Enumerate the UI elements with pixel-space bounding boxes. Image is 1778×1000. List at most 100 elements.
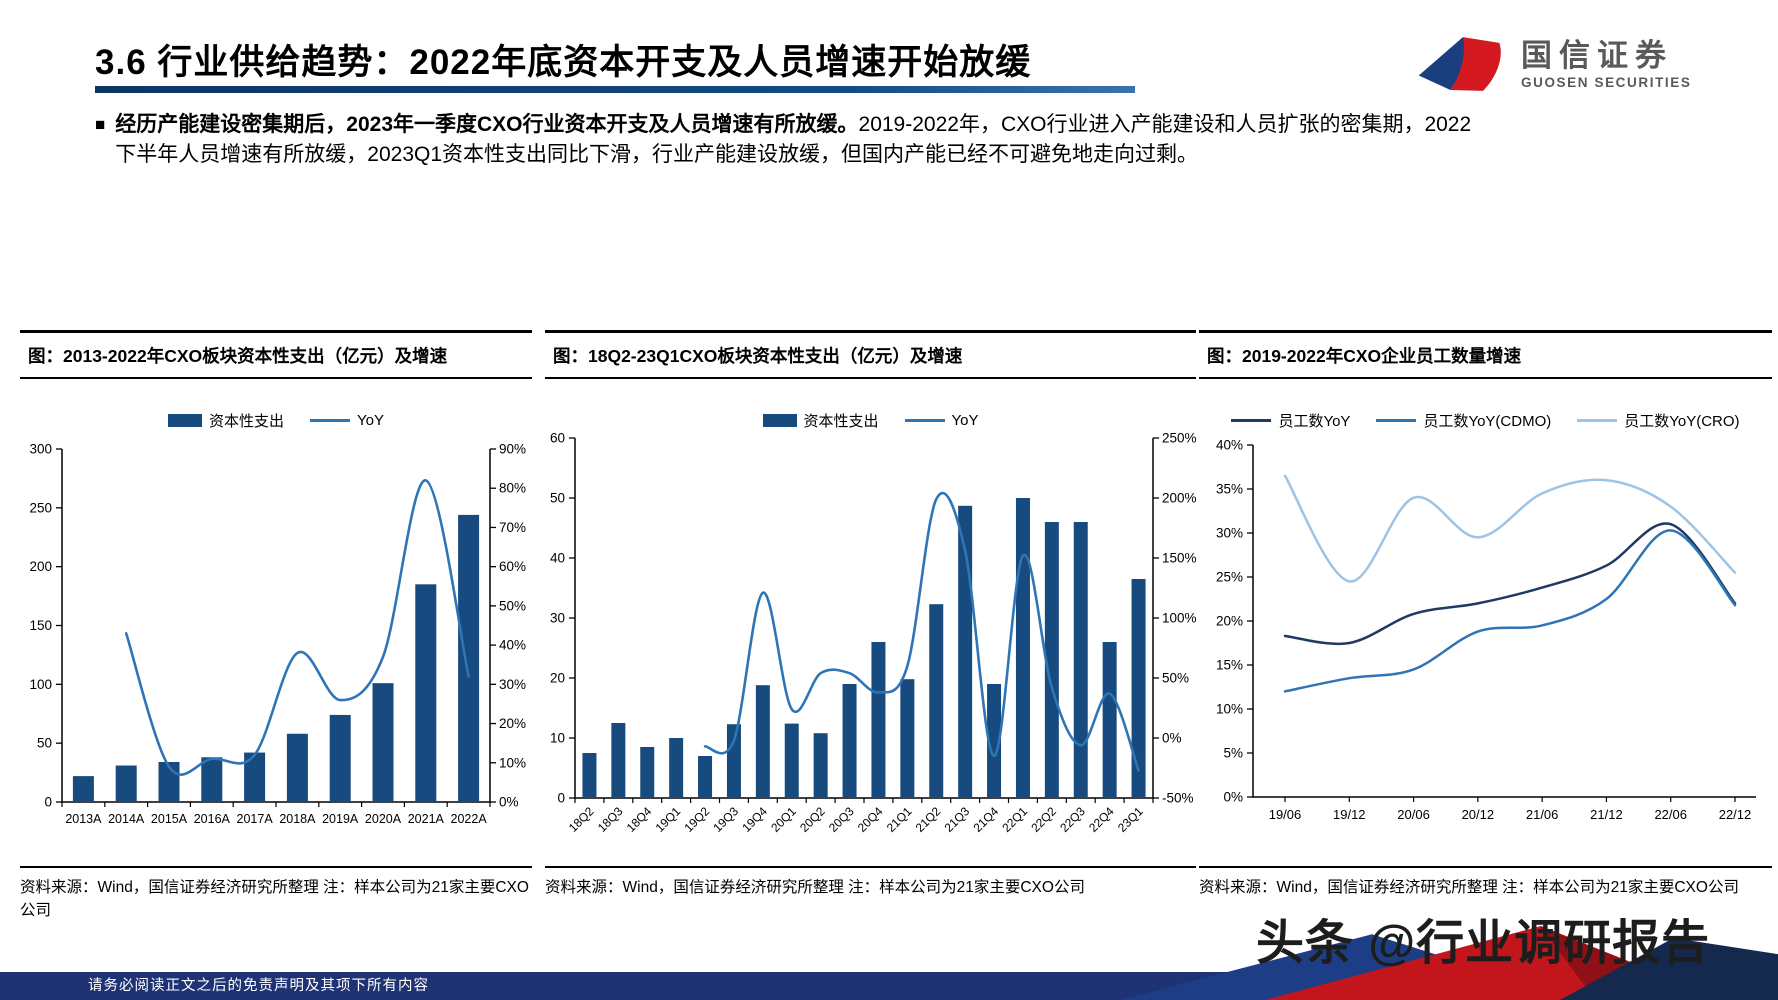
capex-annual-chart: 0 50 100 150 200 250 300 0% 10% 20% 30% 40% 50% 60% 70…: [29, 442, 526, 827]
legend-label: 资本性支出: [209, 413, 285, 430]
svg-text:10%: 10%: [499, 755, 526, 770]
legend-item: 员工数YoY: [1231, 410, 1350, 431]
svg-text:0%: 0%: [1162, 731, 1182, 746]
svg-text:200: 200: [29, 559, 52, 574]
title-underline-rule: [95, 86, 1135, 93]
svg-text:21Q4: 21Q4: [971, 804, 1002, 835]
capex-quarterly-chart: 0 10 20 30 40 50 60 -50% 0% 50% 100% 150% 200% 250% 18…: [550, 431, 1196, 835]
legend-item: YoY: [310, 412, 384, 429]
svg-text:250: 250: [29, 500, 52, 515]
guosen-logo-icon: [1418, 37, 1501, 91]
svg-text:35%: 35%: [1216, 482, 1243, 497]
legend-label: YoY: [357, 412, 384, 429]
legend-bar-swatch-icon: [168, 414, 202, 427]
legend-label: 员工数YoY: [1278, 413, 1351, 430]
svg-text:21/06: 21/06: [1526, 807, 1559, 822]
svg-text:0%: 0%: [1223, 790, 1243, 805]
svg-text:2016A: 2016A: [194, 812, 231, 826]
svg-text:40%: 40%: [1216, 438, 1243, 453]
brand-name-cn: 国信证券: [1521, 37, 1673, 73]
svg-text:15%: 15%: [1216, 658, 1243, 673]
svg-text:22Q1: 22Q1: [999, 804, 1030, 835]
svg-text:90%: 90%: [499, 442, 526, 457]
svg-text:22/12: 22/12: [1719, 807, 1752, 822]
svg-text:-50%: -50%: [1162, 791, 1194, 806]
chart-legend: 员工数YoY 员工数YoY(CDMO) 员工数YoY(CRO): [1199, 410, 1772, 431]
svg-text:2017A: 2017A: [237, 812, 274, 826]
chart-panel-headcount: 图：2019-2022年CXO企业员工数量增速 员工数YoY 员工数YoY(CDM…: [1199, 330, 1772, 936]
brand-logo-text: 国信证券 GUOSEN SECURITIES: [1521, 37, 1692, 91]
svg-text:20Q4: 20Q4: [855, 804, 886, 835]
svg-text:20/06: 20/06: [1397, 807, 1430, 822]
svg-text:19/06: 19/06: [1269, 807, 1302, 822]
svg-text:21Q3: 21Q3: [942, 804, 973, 835]
legend-line-swatch-icon: [310, 419, 351, 422]
chart-legend: 资本性支出 YoY: [20, 410, 532, 431]
legend-line-swatch-icon: [1231, 419, 1272, 422]
svg-text:19Q2: 19Q2: [682, 804, 713, 835]
chart-source-note: 资料来源：Wind，国信证券经济研究所整理 注：样本公司为21家主要CXO公司: [20, 866, 532, 923]
legend-item: YoY: [904, 412, 979, 429]
legend-item: 员工数YoY(CRO): [1577, 410, 1740, 431]
svg-text:50%: 50%: [499, 598, 526, 613]
legend-label: YoY: [951, 412, 979, 429]
chart-panel-capex-annual: 图：2013-2022年CXO板块资本性支出（亿元）及增速 资本性支出 YoY 0…: [20, 330, 532, 936]
chart-source-note: 资料来源：Wind，国信证券经济研究所整理 注：样本公司为21家主要CXO公司: [1199, 866, 1772, 899]
svg-text:60: 60: [550, 431, 565, 446]
svg-text:20%: 20%: [1216, 614, 1243, 629]
svg-text:30%: 30%: [499, 677, 526, 692]
svg-text:25%: 25%: [1216, 570, 1243, 585]
svg-text:21Q1: 21Q1: [884, 804, 915, 835]
watermark-text: 头条 @行业调研报告: [1256, 917, 1711, 970]
svg-text:2013A: 2013A: [65, 812, 102, 826]
legend-item: 资本性支出: [762, 410, 879, 431]
svg-text:70%: 70%: [499, 520, 526, 535]
svg-text:22Q4: 22Q4: [1086, 804, 1117, 835]
svg-text:2014A: 2014A: [108, 812, 145, 826]
svg-text:22/06: 22/06: [1654, 807, 1687, 822]
svg-text:50: 50: [37, 736, 52, 751]
svg-text:0%: 0%: [499, 795, 519, 810]
svg-text:60%: 60%: [499, 559, 526, 574]
chart-source-note: 资料来源：Wind，国信证券经济研究所整理 注：样本公司为21家主要CXO公司: [545, 866, 1196, 899]
brand-name-en: GUOSEN SECURITIES: [1521, 75, 1692, 91]
bullet-square-icon: ■: [95, 115, 106, 134]
svg-text:10: 10: [550, 731, 565, 746]
svg-text:10%: 10%: [1216, 702, 1243, 717]
svg-text:250%: 250%: [1162, 431, 1196, 446]
svg-text:2018A: 2018A: [279, 812, 316, 826]
bullet-text-bold: 经历产能建设密集期后，2023年一季度CXO行业资本开支及人员增速有所放缓。: [115, 113, 859, 136]
svg-text:40: 40: [550, 551, 565, 566]
svg-text:20Q1: 20Q1: [768, 804, 799, 835]
svg-text:40%: 40%: [499, 638, 526, 653]
svg-text:50: 50: [550, 491, 565, 506]
legend-label: 员工数YoY(CRO): [1624, 413, 1740, 430]
chart-title: 图：18Q2-23Q1CXO板块资本性支出（亿元）及增速: [545, 330, 1196, 379]
legend-line-swatch-icon: [1376, 419, 1417, 422]
svg-text:20%: 20%: [499, 716, 526, 731]
svg-text:18Q4: 18Q4: [624, 804, 655, 835]
svg-text:300: 300: [29, 442, 52, 457]
svg-text:23Q1: 23Q1: [1115, 804, 1146, 835]
svg-text:20/12: 20/12: [1462, 807, 1495, 822]
svg-text:2021A: 2021A: [408, 812, 445, 826]
svg-text:22Q3: 22Q3: [1057, 804, 1088, 835]
svg-text:21/12: 21/12: [1590, 807, 1623, 822]
svg-text:100: 100: [29, 677, 52, 692]
headcount-growth-chart: 0% 5% 10% 15% 20% 25% 30% 35% 40% 19/06 19/12 20/06…: [1216, 438, 1756, 822]
summary-bullet: ■ 经历产能建设密集期后，2023年一季度CXO行业资本开支及人员增速有所放缓。…: [95, 110, 1485, 170]
chart-title: 图：2019-2022年CXO企业员工数量增速: [1199, 330, 1772, 379]
svg-text:2015A: 2015A: [151, 812, 188, 826]
bullet-text: 经历产能建设密集期后，2023年一季度CXO行业资本开支及人员增速有所放缓。20…: [115, 110, 1485, 170]
legend-line-swatch-icon: [1577, 419, 1618, 422]
legend-item: 资本性支出: [168, 410, 284, 431]
svg-text:19Q4: 19Q4: [739, 804, 770, 835]
svg-text:2019A: 2019A: [322, 812, 359, 826]
legend-label: 资本性支出: [803, 413, 879, 430]
legend-bar-swatch-icon: [762, 414, 797, 427]
bullet-text-normal: 2019-2022年，CXO行业进入产能建设和人员扩张的密集期，2022下半年人…: [115, 113, 1472, 167]
svg-text:19/12: 19/12: [1333, 807, 1366, 822]
svg-text:150%: 150%: [1162, 551, 1196, 566]
